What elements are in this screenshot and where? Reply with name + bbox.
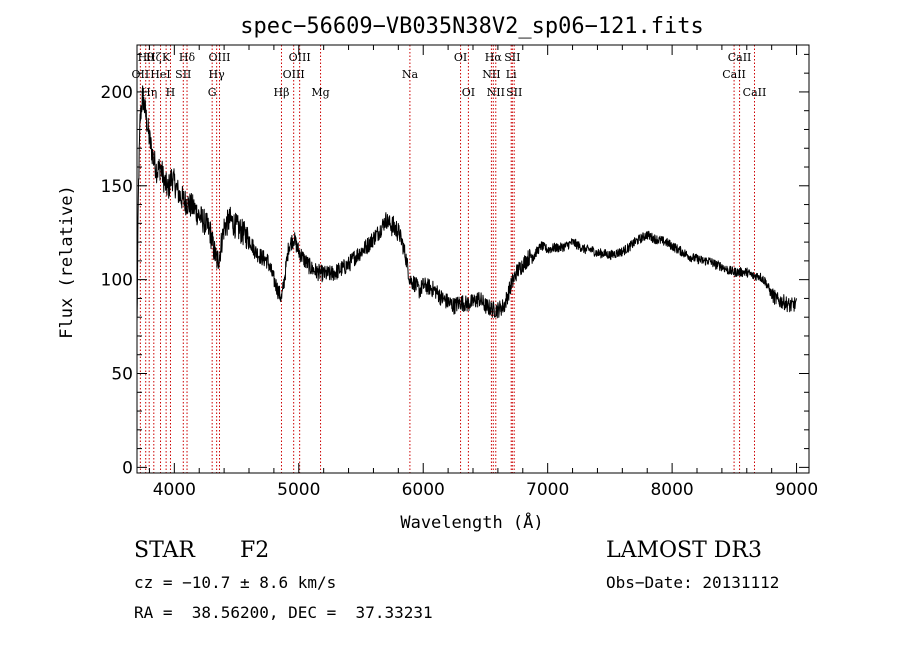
y-tick-label: 50 [111,365,133,385]
line-marker-label: K [162,51,171,64]
y-axis: 0 50 100 150 200 [101,53,809,478]
line-marker-label: HeI [150,68,170,81]
line-marker-label: G [208,86,217,99]
chart-title: spec−56609−VB035N38V2_sp06−121.fits [240,14,704,39]
y-axis-label: Flux (relative) [57,185,77,339]
line-marker-label: Li [506,68,517,81]
line-marker-label: OIII [208,51,230,64]
object-subclass: F2 [240,538,270,563]
line-marker-label: OIII [283,68,305,81]
line-marker-label: CaII [722,68,746,81]
coordinates-readout: RA = 38.56200, DEC = 37.33231 [134,603,433,622]
line-marker-label: Hγ [209,68,226,81]
line-marker-label: CaII [728,51,752,64]
survey-name: LAMOST DR3 [606,538,762,563]
line-marker-label: Hδ [179,51,196,64]
x-tick-label: 4000 [153,480,196,500]
line-marker-label: SII [506,86,522,99]
emission-line-markers [139,45,755,473]
y-tick-label: 150 [101,177,133,197]
emission-line-labels: OIIHθHηHζHeIKHSIIHδGHγOIIIHβOIIIOIIIMgNa… [132,51,767,99]
plot-frame [136,44,810,474]
spectrum-line [136,85,798,323]
line-marker-label: Hη [141,86,157,99]
line-marker-label: SII [175,68,191,81]
x-tick-label: 9000 [775,480,818,500]
y-tick-label: 100 [101,271,133,291]
line-marker-label: Hζ [146,51,162,64]
line-marker-label: CaII [743,86,767,99]
x-tick-label: 8000 [650,480,693,500]
line-marker-label: NII [487,86,505,99]
x-tick-label: 6000 [402,480,445,500]
x-tick-label: 5000 [277,480,320,500]
line-marker-label: OII [132,68,150,81]
line-marker-label: Hβ [274,86,290,99]
y-tick-label: 0 [122,458,133,478]
line-marker-label: OI [454,51,467,64]
redshift-readout: cz = −10.7 ± 8.6 km/s [134,573,337,592]
line-marker-label: Hα [485,51,503,64]
line-marker-label: OI [462,86,475,99]
y-tick-label: 200 [101,83,133,103]
x-tick-label: 7000 [526,480,569,500]
line-marker-label: SII [504,51,520,64]
line-marker-label: Mg [311,86,329,99]
line-marker-label: OIII [289,51,311,64]
line-marker-label: Na [402,68,419,81]
line-marker-label: NII [482,68,500,81]
observation-date: Obs−Date: 20131112 [606,573,780,592]
spectrum [136,85,798,323]
object-class: STAR [134,538,195,563]
line-marker-label: H [166,86,176,99]
x-axis-label: Wavelength (Å) [400,511,543,533]
x-axis: 4000 5000 6000 7000 8000 9000 [148,45,818,500]
